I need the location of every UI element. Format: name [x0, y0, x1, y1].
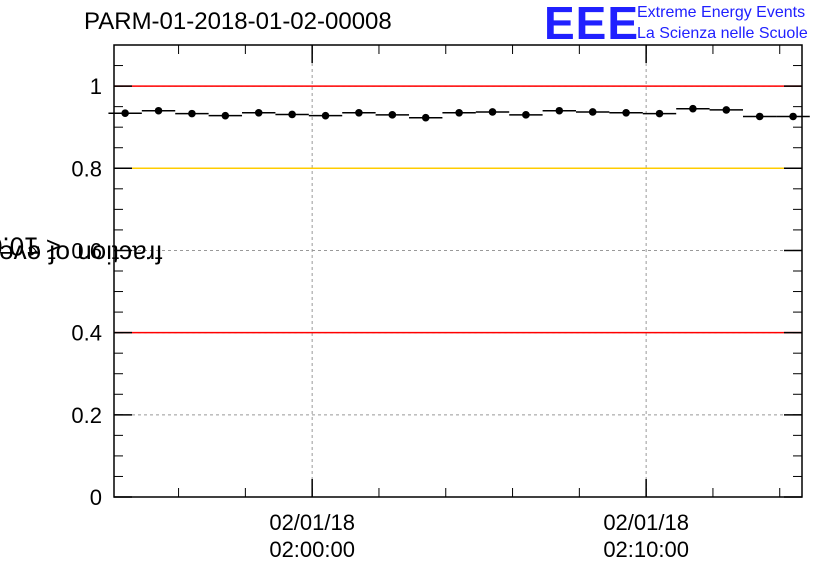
reference-lines — [114, 85, 802, 334]
y-tick-label: 0.4 — [71, 321, 102, 346]
data-series — [108, 104, 810, 122]
data-point — [288, 110, 296, 119]
logo-line-2: La Scienza nelle Scuole — [637, 25, 808, 42]
data-point — [355, 109, 363, 117]
x-tick-label-date: 02/01/18 — [269, 510, 355, 535]
data-point — [522, 111, 530, 119]
data-point — [321, 111, 330, 120]
data-point — [154, 106, 163, 115]
y-tick-label: 0.6 — [71, 238, 102, 263]
data-point — [254, 109, 263, 117]
data-point — [755, 112, 764, 121]
y-axis-label-suffix: < 10.0 — [0, 231, 62, 262]
data-point — [188, 109, 196, 118]
data-point — [588, 108, 597, 116]
data-point — [455, 109, 463, 117]
chart-title: PARM-01-2018-01-02-00008 — [84, 8, 392, 35]
x-tick-label-date: 02/01/18 — [603, 510, 689, 535]
x-tick-label-time: 02:00:00 — [269, 537, 355, 562]
data-point — [488, 108, 497, 116]
data-point — [388, 111, 397, 119]
data-point — [555, 106, 564, 115]
data-point — [121, 109, 129, 118]
logo-line-1: Extreme Energy Events — [637, 4, 806, 21]
data-point — [221, 111, 230, 120]
x-tick-label-time: 02:10:00 — [603, 537, 689, 562]
y-tick-label: 0.8 — [71, 156, 102, 181]
axis-ticks — [114, 44, 802, 498]
y-tick-label: 0 — [90, 485, 102, 510]
data-point — [421, 113, 430, 122]
data-point — [722, 106, 731, 114]
data-point — [622, 109, 630, 117]
data-point — [789, 112, 797, 121]
data-point — [689, 104, 697, 113]
eee-logo: EEE — [544, 0, 640, 49]
y-tick-label: 0.2 — [71, 403, 102, 428]
data-point — [655, 109, 664, 118]
y-tick-label: 1 — [90, 74, 102, 99]
